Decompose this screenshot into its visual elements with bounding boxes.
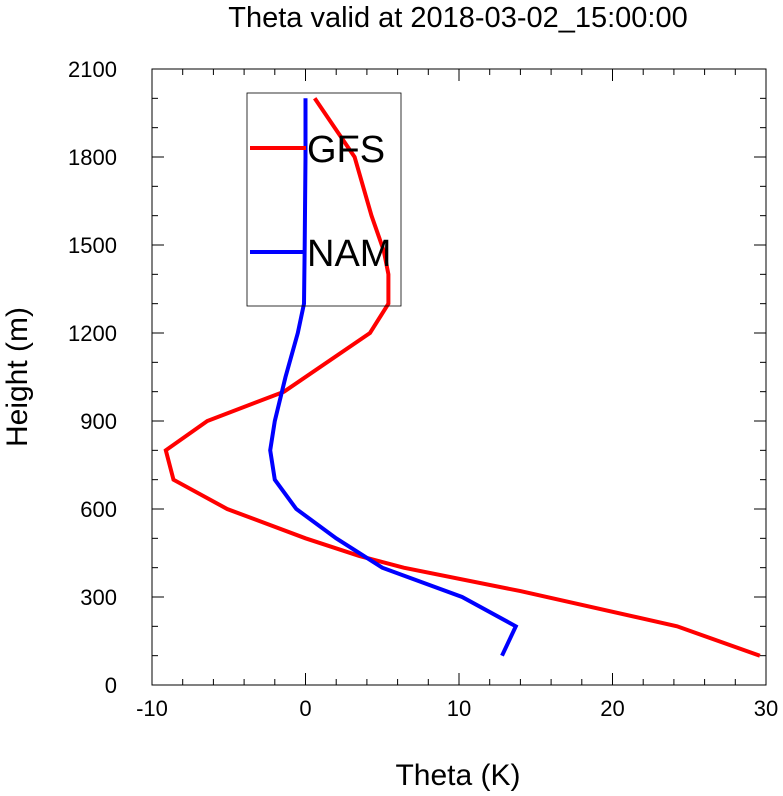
y-tick-label: 1200 xyxy=(68,321,117,346)
legend: GFS NAM xyxy=(246,92,402,307)
y-tick-label: 1800 xyxy=(68,145,117,170)
legend-label-nam: NAM xyxy=(307,233,391,275)
chart-title: Theta valid at 2018-03-02_15:00:00 xyxy=(228,2,688,34)
x-axis-label: Theta (K) xyxy=(395,759,520,792)
y-axis: 0 300 600 900 1200 1500 1800 2100 xyxy=(68,57,766,698)
y-tick-label: 0 xyxy=(105,673,117,698)
x-tick-label: 0 xyxy=(299,696,311,721)
y-tick-label: 600 xyxy=(80,497,117,522)
series-line-nam xyxy=(268,98,519,657)
y-tick-label: 2100 xyxy=(68,57,117,82)
legend-label-gfs: GFS xyxy=(307,129,385,171)
x-tick-label: 20 xyxy=(600,696,624,721)
series-line-gfs xyxy=(163,97,761,658)
x-tick-label: 30 xyxy=(754,696,778,721)
y-axis-label: Height (m) xyxy=(1,307,34,447)
series-layer xyxy=(163,97,761,658)
plot-frame xyxy=(151,68,767,686)
legend-box xyxy=(246,92,402,307)
x-tick-label: -10 xyxy=(136,696,168,721)
y-tick-label: 300 xyxy=(80,585,117,610)
y-tick-label: 900 xyxy=(80,409,117,434)
y-tick-label: 1500 xyxy=(68,233,117,258)
x-tick-label: 10 xyxy=(447,696,471,721)
x-axis: -10 0 10 20 30 xyxy=(136,69,778,721)
